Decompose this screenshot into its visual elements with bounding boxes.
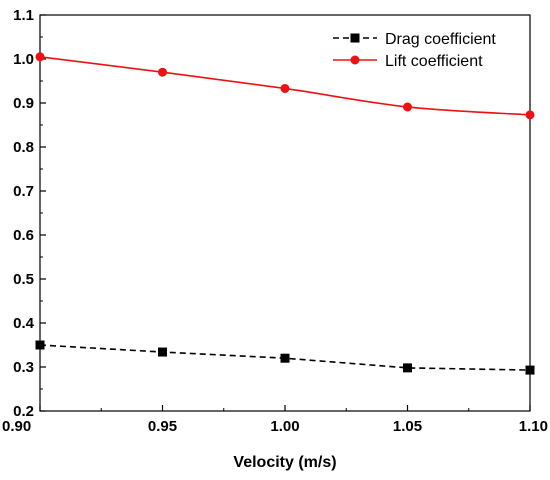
axes-layer: 0.90 0.95 1.00 1.05 1.10 0.2 0.3 0.4 0.5 0.6 0.7 0.… <box>2 7 548 435</box>
y-tick-label: 0.9 <box>13 95 34 112</box>
lift-coefficient-point <box>403 102 412 112</box>
y-tick-label: 0.4 <box>13 315 35 332</box>
y-tick-label: 1.1 <box>13 7 34 24</box>
drag-coefficient-point <box>280 353 290 363</box>
lift-coefficient-point <box>158 67 167 77</box>
y-tick-label: 0.7 <box>13 183 34 200</box>
legend: Drag coefficient Lift coefficient <box>333 31 496 70</box>
series-layer <box>35 52 535 375</box>
x-tick-label: 1.05 <box>393 418 422 435</box>
lift-coefficient-point <box>280 83 290 93</box>
drag-coefficient-point <box>35 340 45 350</box>
x-tick-label: 1.10 <box>519 418 548 435</box>
y-tick-label: 0.6 <box>13 227 34 244</box>
drag-coefficient-legend-marker <box>350 33 360 43</box>
x-tick-label: 1.00 <box>270 418 299 435</box>
drag-coefficient-point <box>403 363 412 373</box>
lift-coefficient-point <box>35 52 45 62</box>
x-tick-label: 0.95 <box>148 418 177 435</box>
legend-label: Lift coefficient <box>385 53 483 70</box>
drag-coefficient-point <box>158 347 167 357</box>
y-tick-label: 1.0 <box>13 51 34 68</box>
plot-frame <box>39 14 531 412</box>
drag-coefficient-point <box>525 365 535 375</box>
lift-coefficient-legend-marker <box>350 55 360 65</box>
x-tick-label: 0.90 <box>2 418 31 435</box>
y-tick-label: 0.8 <box>13 139 34 156</box>
x-axis-title: Velocity (m/s) <box>233 454 336 471</box>
legend-label: Drag coefficient <box>385 31 496 48</box>
y-tick-label: 0.5 <box>13 271 34 288</box>
y-tick-label: 0.3 <box>13 359 34 376</box>
y-tick-label: 0.2 <box>13 403 34 420</box>
lift-coefficient-point <box>525 110 535 120</box>
